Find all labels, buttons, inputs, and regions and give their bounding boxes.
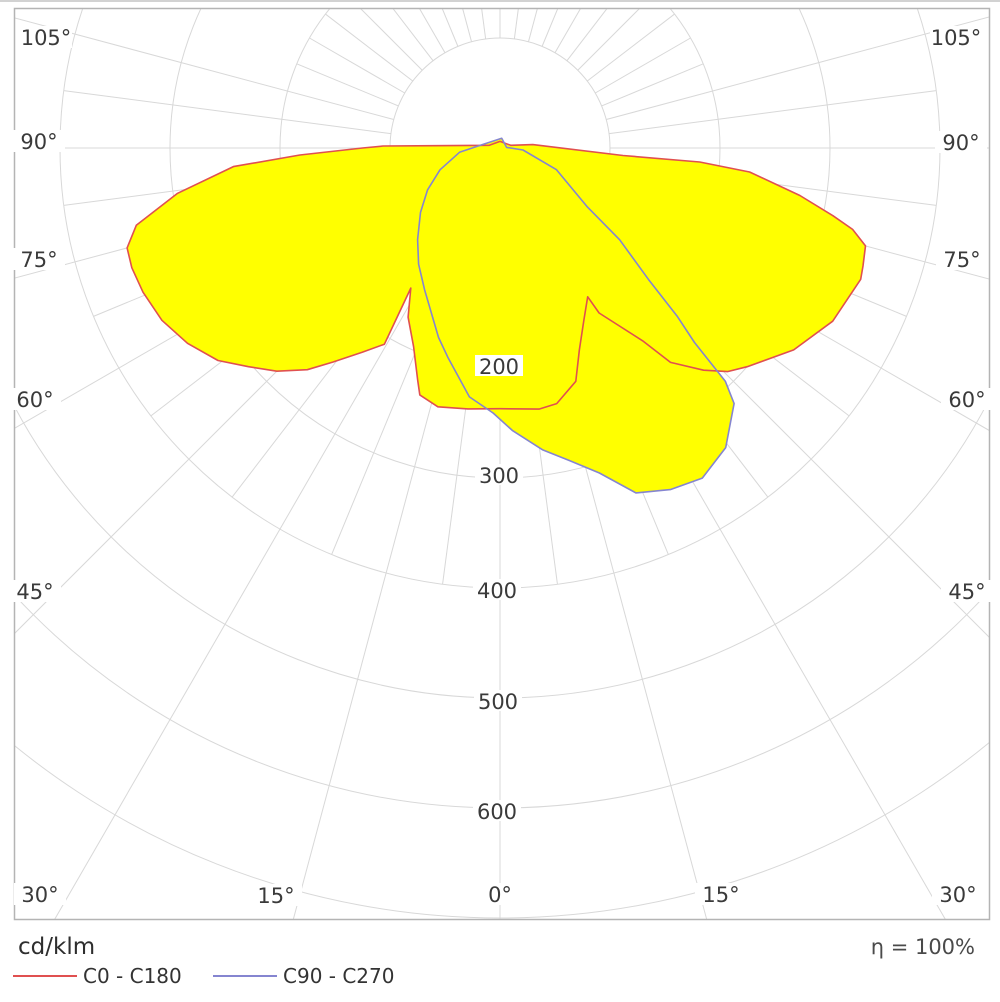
- angle-label-bg: [941, 388, 993, 410]
- legend-label-c90-c270: C90 - C270: [283, 964, 395, 988]
- angle-label-bg: [930, 26, 982, 48]
- grid-spoke: [541, 8, 559, 47]
- grid-spoke: [63, 90, 392, 135]
- angle-tick-label: 30°: [21, 883, 58, 907]
- distribution-fill: [127, 138, 866, 493]
- grid-spoke: [481, 8, 487, 40]
- angle-label-bg: [935, 131, 987, 153]
- distribution-outlines: [126, 137, 867, 494]
- angle-tick-label: 75°: [943, 248, 980, 272]
- ring-label-bg: [473, 800, 521, 821]
- angle-tick-label: 90°: [942, 131, 979, 155]
- polar-chart-canvas: 200 300 400 500 600 105° 105° 90° 90° 75° 75° 60° 60…: [9, 7, 993, 921]
- ring-label: 200: [479, 355, 519, 379]
- angle-label-bg: [20, 26, 72, 48]
- grid-spoke: [608, 90, 937, 135]
- chart-legend: cd/klm η = 100% C0 - C180 C90 - C270: [0, 930, 1000, 1002]
- grid-spoke: [359, 8, 423, 71]
- ring-labels: 200 300 400 500 600: [473, 355, 523, 824]
- grid-spoke: [14, 17, 394, 121]
- angle-tick-label: 15°: [702, 883, 739, 907]
- grid-spoke: [606, 16, 990, 121]
- polar-photometric-chart: 200 300 400 500 600 105° 105° 90° 90° 75° 75° 60° 60…: [9, 7, 993, 921]
- angle-tick-label: 30°: [939, 883, 976, 907]
- legend-label-c0-c180: C0 - C180: [83, 964, 182, 988]
- angle-label-bg: [932, 883, 984, 905]
- ring-label-bg: [475, 464, 523, 485]
- units-label: cd/klm: [18, 934, 96, 960]
- angle-tick-label: 105°: [21, 26, 72, 50]
- legend-item-c90-c270: C90 - C270: [213, 963, 413, 989]
- angle-label-bg: [13, 248, 65, 270]
- grid-spoke: [527, 8, 538, 42]
- ring-label-bg: [474, 690, 522, 711]
- angle-label-bg: [936, 248, 988, 270]
- series-curve-0: [126, 140, 867, 410]
- grid-spoke: [513, 8, 519, 40]
- grid-spoke: [586, 13, 675, 82]
- legend-item-c0-c180: C0 - C180: [13, 963, 203, 989]
- grid-spoke: [441, 8, 459, 47]
- legend-row: C0 - C180 C90 - C270: [0, 963, 1000, 989]
- angle-label-bg: [9, 388, 61, 410]
- grid-spoke: [595, 37, 691, 94]
- grid-spoke: [392, 8, 434, 62]
- angle-label-bg: [250, 884, 302, 906]
- angle-tick-label: 0°: [488, 883, 512, 907]
- angle-tick-label: 60°: [16, 388, 53, 412]
- series-fill-1: [417, 138, 735, 493]
- series-curve-1: [416, 137, 735, 494]
- angle-label-bg: [13, 130, 65, 152]
- angle-label-bg: [9, 580, 61, 602]
- grid-spoke: [296, 63, 399, 107]
- efficiency-label: η = 100%: [870, 935, 975, 959]
- angle-tick-label: 45°: [948, 580, 985, 604]
- grid-spoke: [418, 8, 446, 53]
- angle-tick-label: 15°: [257, 884, 294, 908]
- angle-label-bg: [14, 883, 66, 905]
- angle-label-bg: [695, 883, 747, 905]
- grid-spoke: [53, 243, 446, 920]
- angle-tick-label: 60°: [948, 388, 985, 412]
- chart-border: [13, 7, 991, 921]
- grid-spoke: [325, 13, 414, 82]
- ring-label: 400: [477, 579, 517, 603]
- grid-spoke: [601, 63, 704, 107]
- ring-label-bg: [473, 579, 521, 600]
- grid-spoke: [577, 8, 641, 71]
- legend-swatch-c90-c270: [213, 975, 277, 977]
- legend-swatch-c0-c180: [13, 975, 77, 977]
- grid-spoke: [309, 37, 405, 94]
- angle-label-bg: [474, 883, 526, 905]
- ring-label: 600: [477, 800, 517, 824]
- angle-tick-label: 75°: [20, 248, 57, 272]
- grid-spoke: [462, 8, 473, 42]
- angle-tick-label: 105°: [931, 26, 982, 50]
- angle-tick-label: 90°: [20, 130, 57, 154]
- screen-top-edge: [0, 0, 1000, 2]
- angle-tick-labels: 105° 105° 90° 90° 75° 75° 60° 60° 45° 45° 30° 30° 15…: [9, 26, 993, 908]
- ring-label-bg: [475, 355, 523, 376]
- grid-spoke: [566, 8, 608, 62]
- ring-label: 500: [478, 690, 518, 714]
- grid-spoke: [554, 8, 582, 53]
- ring-label: 300: [479, 464, 519, 488]
- angle-tick-label: 45°: [16, 580, 53, 604]
- angle-label-bg: [941, 580, 993, 602]
